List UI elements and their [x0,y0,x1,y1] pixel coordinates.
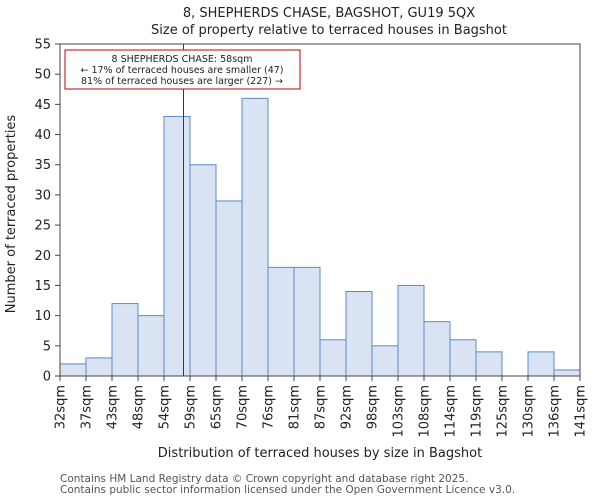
bar-136sqm [553,369,581,377]
x-tick-label: 136sqm [548,385,563,438]
y-axis-ticks: 0 5 10 15 20 25 30 35 40 45 50 55 [34,38,60,385]
bar-81sqm [293,266,321,377]
annotation-line-2: ← 17% of terraced houses are smaller (47… [80,65,283,76]
chart-title: 8, SHEPHERDS CHASE, BAGSHOT, GU19 5QX [183,6,475,21]
y-tick-label: 15 [34,279,51,294]
bar-130sqm [527,351,555,377]
y-tick-label: 20 [34,249,51,264]
x-tick-label: 70sqm [236,385,251,429]
bar-103sqm [397,284,425,377]
bar-119sqm [475,351,503,377]
x-tick-label: 130sqm [522,385,537,438]
x-tick-label: 54sqm [158,385,173,429]
x-tick-label: 65sqm [210,385,225,429]
chart-subtitle: Size of property relative to terraced ho… [151,23,507,38]
y-tick-label: 45 [34,98,51,113]
annotation-line-3: 81% of terraced houses are larger (227) … [81,76,283,87]
x-tick-label: 98sqm [366,385,381,429]
bar-70sqm [241,97,269,377]
bar-108sqm [423,321,451,377]
footer-line-1: Contains HM Land Registry data © Crown c… [60,473,469,485]
bar-43sqm [111,303,139,377]
x-tick-label: 141sqm [574,385,589,438]
y-tick-label: 25 [34,219,51,234]
x-tick-label: 32sqm [54,385,69,429]
y-tick-label: 40 [34,128,51,143]
x-tick-label: 37sqm [80,385,95,429]
bar-59sqm [189,164,217,377]
x-axis-ticks: 32sqm 37sqm 43sqm 48sqm 54sqm 59sqm 65sqm 70sqm… [54,376,589,438]
y-tick-label: 0 [43,370,51,385]
x-tick-label: 81sqm [288,385,303,429]
bar-48sqm [137,315,165,377]
bar-114sqm [449,339,477,377]
bar-98sqm [371,345,399,377]
plot-area-frame [59,43,581,377]
y-tick-label: 10 [34,309,51,324]
bar-54sqm [163,115,191,377]
bar-32sqm [59,363,87,377]
x-tick-label: 87sqm [314,385,329,429]
bar-76sqm [267,266,295,377]
x-tick-label: 43sqm [106,385,121,429]
y-tick-label: 30 [34,188,51,203]
annotation-line-1: 8 SHEPHERDS CHASE: 58sqm [112,54,253,65]
bar-37sqm [85,357,113,377]
annotation-box [64,49,301,90]
y-axis-label: Number of terraced properties [4,115,19,314]
y-tick-label: 50 [34,68,51,83]
x-tick-label: 92sqm [340,385,355,429]
x-tick-label: 114sqm [444,385,459,438]
bar-65sqm [215,200,243,377]
bar-87sqm [319,339,347,377]
x-tick-label: 125sqm [496,385,511,438]
footer-line-2: Contains public sector information licen… [60,484,516,496]
x-tick-label: 119sqm [470,385,485,438]
x-tick-label: 59sqm [184,385,199,429]
bar-92sqm [345,290,373,377]
y-tick-label: 35 [34,158,51,173]
y-tick-label: 55 [34,38,51,53]
bar-series [59,97,581,377]
x-tick-label: 103sqm [392,385,407,438]
x-tick-label: 108sqm [418,385,433,438]
x-tick-label: 48sqm [132,385,147,429]
y-tick-label: 5 [43,339,51,354]
x-tick-label: 76sqm [262,385,277,429]
x-axis-label: Distribution of terraced houses by size … [158,446,482,461]
